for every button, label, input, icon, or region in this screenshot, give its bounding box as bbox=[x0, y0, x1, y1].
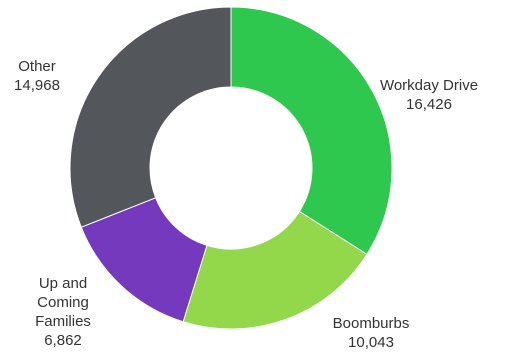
label-workday-drive: Workday Drive 16,426 bbox=[380, 77, 478, 113]
value-label: 14,968 bbox=[14, 77, 60, 94]
slice-boomburbs bbox=[182, 210, 368, 330]
slice-workday-drive bbox=[230, 6, 393, 256]
category-label-line: Coming bbox=[37, 294, 89, 311]
value-label: 16,426 bbox=[406, 96, 452, 113]
value-label: 10,043 bbox=[348, 334, 394, 351]
category-label-line: Workday Drive bbox=[380, 77, 478, 94]
value-label: 6,862 bbox=[44, 332, 82, 349]
category-label-line: Boomburbs bbox=[333, 315, 410, 332]
label-group: Workday Drive 16,426 Boomburbs 10,043 Up and… bbox=[14, 58, 478, 351]
category-label-line: Families bbox=[35, 313, 91, 330]
label-boomburbs: Boomburbs 10,043 bbox=[333, 315, 410, 351]
slice-group bbox=[69, 6, 393, 330]
category-label-line: Other bbox=[18, 58, 56, 75]
label-other: Other 14,968 bbox=[14, 58, 60, 94]
slice-other bbox=[69, 6, 232, 228]
category-label-line: Up and bbox=[39, 275, 87, 292]
label-up-and-coming-families: Up and Coming Families 6,862 bbox=[35, 275, 91, 349]
